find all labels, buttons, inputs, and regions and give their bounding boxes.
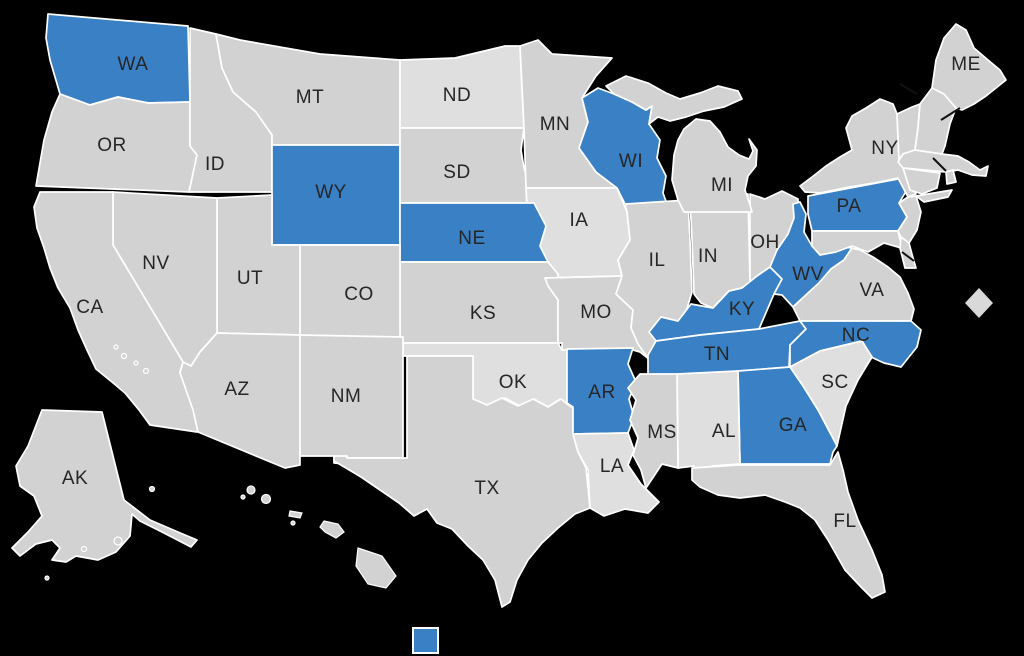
long-island — [915, 189, 953, 203]
hawaii-lanai — [290, 520, 296, 526]
state-label-mi: MI — [711, 175, 733, 196]
state-label-nc: NC — [842, 325, 870, 346]
state-label-la: LA — [600, 456, 624, 477]
islands-layer — [44, 344, 397, 589]
state-mississippi — [627, 373, 679, 489]
state-label-ia: IA — [570, 210, 589, 231]
alaska-island — [148, 485, 156, 493]
state-rhode-island — [945, 169, 957, 185]
state-labels-layer: WA OR ID MT ND SD WY NV UT CA AZ NM CO NE KS OK TX MN IA MO… — [62, 54, 981, 532]
state-label-in: IN — [698, 246, 718, 267]
state-label-tx: TX — [474, 478, 499, 499]
hawaii-molokai — [288, 510, 303, 519]
state-label-ne: NE — [458, 228, 485, 249]
channel-island — [142, 367, 150, 375]
state-label-mt: MT — [296, 87, 324, 108]
state-texas — [333, 355, 591, 608]
state-label-sd: SD — [443, 162, 470, 183]
state-florida — [691, 451, 886, 599]
state-label-nd: ND — [443, 85, 471, 106]
hawaii-niihau — [240, 494, 246, 500]
state-michigan — [671, 118, 758, 213]
leader-line-ri — [932, 157, 947, 172]
state-alaska — [11, 409, 198, 563]
state-label-or: OR — [97, 135, 127, 156]
hawaii-big-island — [355, 547, 397, 589]
leader-line-nh — [940, 107, 961, 121]
state-label-tn: TN — [704, 344, 730, 365]
state-label-mo: MO — [580, 302, 612, 323]
state-label-pa: PA — [837, 196, 862, 217]
legend-swatch — [412, 627, 439, 654]
state-label-wi: WI — [619, 151, 643, 172]
state-new-york — [799, 98, 917, 198]
state-label-wv: WV — [792, 264, 824, 285]
state-label-oh: OH — [750, 232, 780, 253]
state-label-ar: AR — [588, 382, 615, 403]
state-label-co: CO — [344, 284, 374, 305]
state-label-ny: NY — [871, 138, 898, 159]
state-label-va: VA — [860, 280, 885, 301]
hawaii-maui — [319, 520, 345, 539]
channel-island — [133, 360, 139, 366]
states-layer — [11, 13, 1007, 608]
state-label-al: AL — [712, 421, 736, 442]
channel-island — [113, 344, 119, 350]
state-maryland — [811, 230, 909, 256]
state-label-sc: SC — [821, 372, 848, 393]
state-label-ak: AK — [62, 468, 88, 489]
leader-line-de — [901, 251, 915, 262]
state-illinois — [615, 199, 693, 375]
state-label-ok: OK — [499, 372, 527, 393]
state-michigan-upper-peninsula — [605, 75, 743, 125]
state-label-fl: FL — [833, 511, 856, 532]
state-label-ky: KY — [729, 299, 755, 320]
state-label-ca: CA — [76, 297, 103, 318]
state-label-il: IL — [649, 250, 666, 271]
state-label-id: ID — [205, 154, 225, 175]
leader-line-vt — [899, 83, 918, 95]
hawaii-kauai — [246, 485, 256, 495]
state-label-nm: NM — [331, 386, 362, 407]
aleutian-island — [80, 545, 88, 553]
state-label-me: ME — [951, 54, 981, 75]
aleutian-island — [44, 575, 50, 581]
state-georgia — [737, 366, 838, 465]
legend — [412, 627, 439, 654]
state-label-az: AZ — [224, 379, 249, 400]
leader-lines — [899, 83, 961, 262]
state-label-ga: GA — [779, 415, 807, 436]
state-label-ms: MS — [647, 422, 677, 443]
aleutian-island — [113, 536, 123, 546]
dc-diamond-marker — [965, 288, 993, 318]
hawaii-oahu — [260, 493, 272, 505]
state-label-wa: WA — [118, 54, 149, 75]
state-label-nv: NV — [142, 253, 169, 274]
state-label-ut: UT — [237, 268, 263, 289]
state-label-mn: MN — [540, 114, 571, 135]
state-connecticut — [902, 167, 941, 195]
state-label-wy: WY — [315, 182, 347, 203]
state-label-ks: KS — [470, 303, 496, 324]
channel-island — [120, 352, 128, 360]
